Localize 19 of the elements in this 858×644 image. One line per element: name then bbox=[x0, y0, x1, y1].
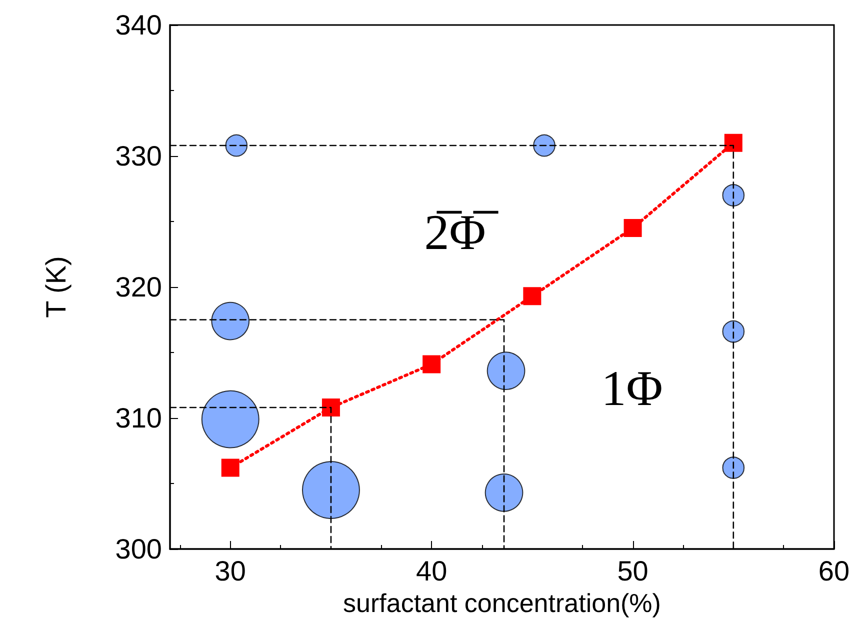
x-axis-title: surfactant concentration(%) bbox=[343, 588, 661, 618]
y-tick-label: 310 bbox=[115, 402, 162, 434]
x-tick-label: 50 bbox=[617, 556, 648, 586]
y-tick-label: 320 bbox=[115, 272, 162, 302]
y-tick-label: 340 bbox=[115, 10, 162, 40]
y-tick-label: 330 bbox=[115, 140, 162, 172]
point bbox=[221, 458, 240, 477]
annotation: 2̅Φ̅ bbox=[424, 204, 499, 260]
x-tick-label: 30 bbox=[214, 556, 246, 586]
x-tick-label: 40 bbox=[416, 556, 448, 586]
point bbox=[724, 134, 742, 152]
point bbox=[422, 355, 441, 374]
y-axis-title: T (K) bbox=[40, 256, 72, 318]
point bbox=[322, 398, 340, 417]
point bbox=[523, 287, 542, 306]
annotation: 1Φ bbox=[601, 360, 663, 416]
x-tick-label: 60 bbox=[818, 556, 850, 586]
point bbox=[624, 219, 642, 238]
y-tick-label: 300 bbox=[115, 534, 162, 564]
